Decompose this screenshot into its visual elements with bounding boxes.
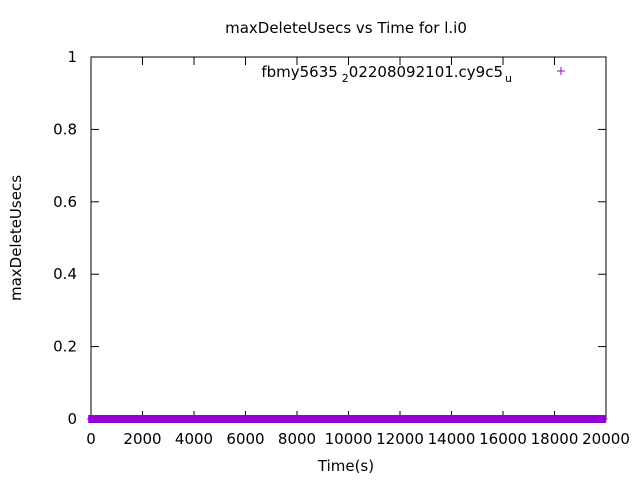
x-tick-label: 14000 xyxy=(428,430,476,448)
legend-label-main: fbmy5635 xyxy=(261,63,337,81)
y-tick-label: 1 xyxy=(67,48,77,66)
x-tick-label: 12000 xyxy=(376,430,424,448)
legend-marker xyxy=(557,67,565,75)
data-point-fill xyxy=(600,415,607,423)
x-axis: 0 2000 4000 6000 8000 10000 12000 14000 16000 180… xyxy=(86,57,630,448)
x-axis-label: Time(s) xyxy=(317,457,374,475)
x-tick-label: 0 xyxy=(86,430,96,448)
legend-label: fbmy5635 202208092101.cy9c5 u xyxy=(261,63,512,85)
x-tick-label: 18000 xyxy=(531,430,579,448)
legend-label-subscript-1: 2 xyxy=(342,72,349,85)
y-axis-label: maxDeleteUsecs xyxy=(7,175,25,301)
y-tick-label: 0.4 xyxy=(53,265,77,283)
y-tick-label: 0 xyxy=(67,410,77,428)
chart-title: maxDeleteUsecs vs Time for l.i0 xyxy=(225,19,467,37)
x-tick-label: 16000 xyxy=(479,430,527,448)
y-tick-label: 0.6 xyxy=(53,193,77,211)
y-tick-label: 0.2 xyxy=(53,338,77,356)
x-tick-label: 4000 xyxy=(175,430,213,448)
legend-marker-icon xyxy=(557,67,565,75)
plot-border xyxy=(90,56,607,420)
x-tick-label: 10000 xyxy=(325,430,373,448)
legend-label-subscript-2: u xyxy=(505,72,512,85)
legend: fbmy5635 202208092101.cy9c5 u xyxy=(261,63,565,85)
series-points xyxy=(87,415,608,423)
y-tick-label: 0.8 xyxy=(53,120,77,138)
x-tick-label: 6000 xyxy=(226,430,264,448)
data-point xyxy=(599,415,608,423)
x-tick-label: 8000 xyxy=(278,430,316,448)
y-axis: 0 0.2 0.4 0.6 0.8 1 xyxy=(53,48,606,428)
x-tick-label: 2000 xyxy=(123,430,161,448)
plot-frame xyxy=(90,56,607,420)
x-tick-label: 20000 xyxy=(582,430,630,448)
legend-label-middle: 02208092101.cy9c5 xyxy=(349,63,503,81)
